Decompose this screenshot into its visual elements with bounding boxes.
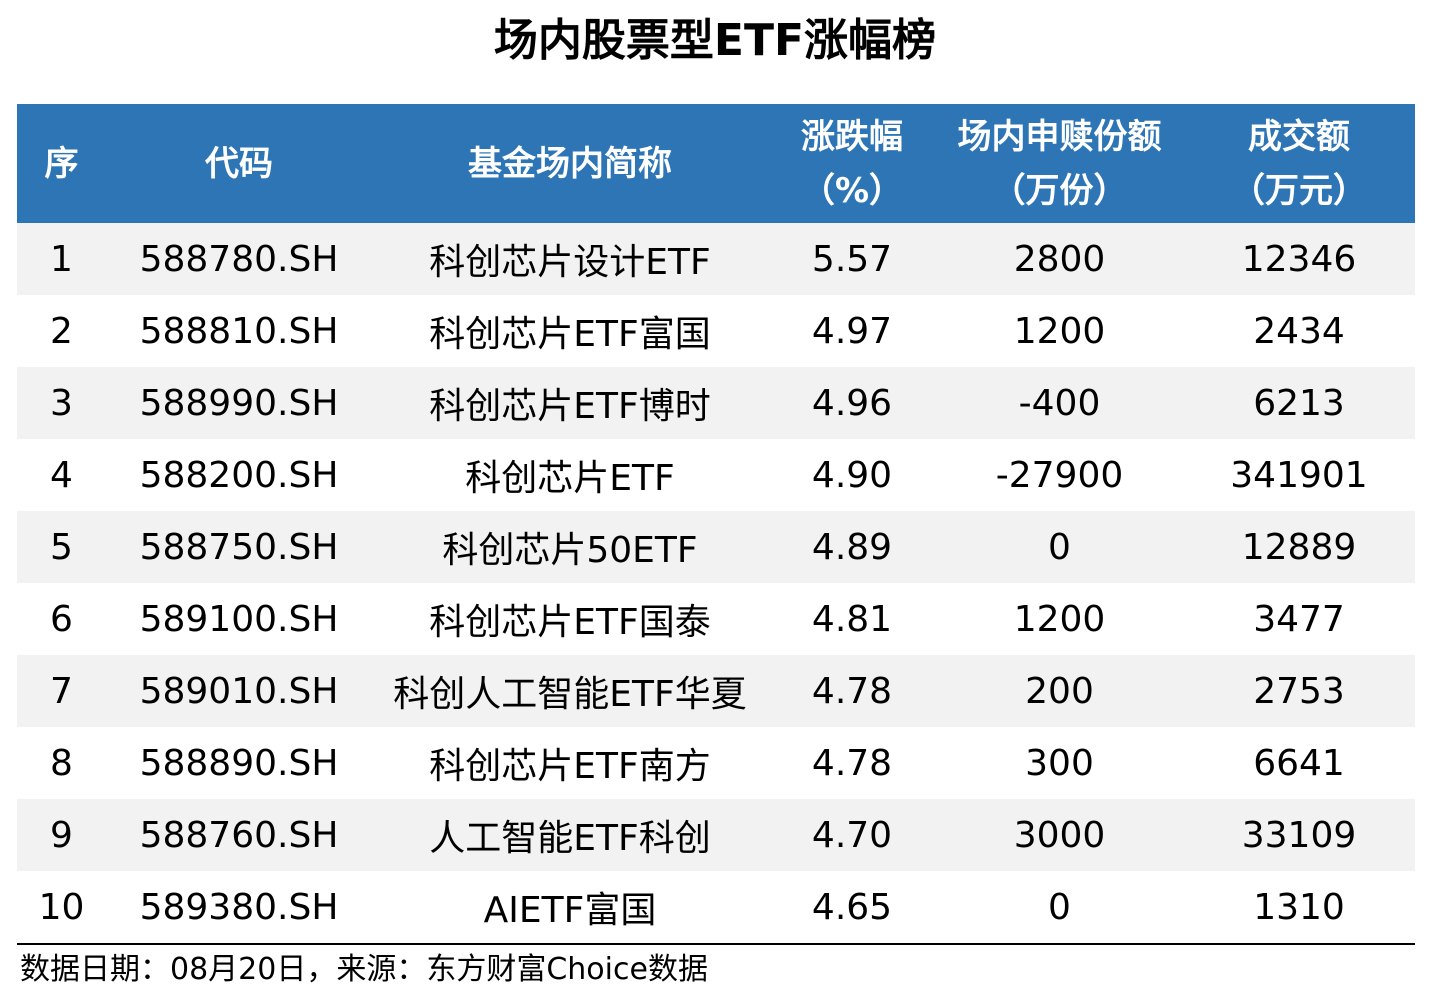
- cell-code: 588200.SH: [106, 439, 372, 511]
- cell-turnover: 12346: [1183, 223, 1415, 295]
- cell-turnover: 341901: [1183, 439, 1415, 511]
- cell-net-subscription: 2800: [936, 223, 1183, 295]
- cell-fund-name: AIETF富国: [372, 871, 768, 943]
- cell-turnover: 2753: [1183, 655, 1415, 727]
- cell-net-subscription: 300: [936, 727, 1183, 799]
- table-row: 3 588990.SH 科创芯片ETF博时 4.96 -400 6213: [17, 367, 1415, 439]
- cell-code: 589380.SH: [106, 871, 372, 943]
- table-body: 1 588780.SH 科创芯片设计ETF 5.57 2800 12346 2 588810.…: [17, 223, 1415, 943]
- cell-code: 588760.SH: [106, 799, 372, 871]
- cell-turnover: 3477: [1183, 583, 1415, 655]
- cell-fund-name: 科创芯片ETF: [372, 439, 768, 511]
- header-net-subscription: 场内申赎份额 （万份）: [936, 104, 1183, 223]
- cell-change-pct: 4.97: [768, 295, 936, 367]
- header-fund-name: 基金场内简称: [372, 104, 768, 223]
- cell-code: 589100.SH: [106, 583, 372, 655]
- table-row: 5 588750.SH 科创芯片50ETF 4.89 0 12889: [17, 511, 1415, 583]
- cell-fund-name: 科创芯片ETF国泰: [372, 583, 768, 655]
- cell-net-subscription: -27900: [936, 439, 1183, 511]
- cell-rank: 7: [17, 655, 106, 727]
- header-code: 代码: [106, 104, 372, 223]
- cell-net-subscription: 0: [936, 511, 1183, 583]
- cell-code: 589010.SH: [106, 655, 372, 727]
- cell-code: 588750.SH: [106, 511, 372, 583]
- cell-change-pct: 4.65: [768, 871, 936, 943]
- cell-rank: 8: [17, 727, 106, 799]
- cell-turnover: 6213: [1183, 367, 1415, 439]
- cell-turnover: 6641: [1183, 727, 1415, 799]
- cell-rank: 9: [17, 799, 106, 871]
- cell-rank: 2: [17, 295, 106, 367]
- footer-divider: [17, 943, 1415, 945]
- table-header-row: 序 代码 基金场内简称 涨跌幅 （%） 场内申赎份额 （万份） 成交额 （万元）: [17, 104, 1415, 223]
- page-title: 场内股票型ETF涨幅榜: [493, 15, 937, 66]
- cell-change-pct: 4.96: [768, 367, 936, 439]
- cell-rank: 5: [17, 511, 106, 583]
- cell-net-subscription: 1200: [936, 583, 1183, 655]
- cell-change-pct: 4.90: [768, 439, 936, 511]
- cell-fund-name: 人工智能ETF科创: [372, 799, 768, 871]
- table-row: 4 588200.SH 科创芯片ETF 4.90 -27900 341901: [17, 439, 1415, 511]
- source-note: 数据日期：08月20日，来源：东方财富Choice数据: [20, 952, 708, 987]
- header-change-pct: 涨跌幅 （%）: [768, 104, 936, 223]
- cell-rank: 6: [17, 583, 106, 655]
- cell-net-subscription: -400: [936, 367, 1183, 439]
- table-row: 10 589380.SH AIETF富国 4.65 0 1310: [17, 871, 1415, 943]
- cell-code: 588810.SH: [106, 295, 372, 367]
- cell-code: 588780.SH: [106, 223, 372, 295]
- cell-net-subscription: 3000: [936, 799, 1183, 871]
- table-row: 8 588890.SH 科创芯片ETF南方 4.78 300 6641: [17, 727, 1415, 799]
- cell-fund-name: 科创芯片50ETF: [372, 511, 768, 583]
- cell-net-subscription: 0: [936, 871, 1183, 943]
- table-row: 2 588810.SH 科创芯片ETF富国 4.97 1200 2434: [17, 295, 1415, 367]
- header-rank: 序: [17, 104, 106, 223]
- cell-rank: 10: [17, 871, 106, 943]
- cell-fund-name: 科创芯片ETF富国: [372, 295, 768, 367]
- table-row: 6 589100.SH 科创芯片ETF国泰 4.81 1200 3477: [17, 583, 1415, 655]
- cell-change-pct: 4.81: [768, 583, 936, 655]
- cell-net-subscription: 200: [936, 655, 1183, 727]
- cell-change-pct: 4.89: [768, 511, 936, 583]
- table-row: 9 588760.SH 人工智能ETF科创 4.70 3000 33109: [17, 799, 1415, 871]
- cell-turnover: 12889: [1183, 511, 1415, 583]
- cell-rank: 4: [17, 439, 106, 511]
- cell-fund-name: 科创人工智能ETF华夏: [372, 655, 768, 727]
- cell-turnover: 2434: [1183, 295, 1415, 367]
- cell-fund-name: 科创芯片ETF南方: [372, 727, 768, 799]
- cell-rank: 3: [17, 367, 106, 439]
- cell-fund-name: 科创芯片ETF博时: [372, 367, 768, 439]
- cell-net-subscription: 1200: [936, 295, 1183, 367]
- cell-change-pct: 5.57: [768, 223, 936, 295]
- cell-change-pct: 4.70: [768, 799, 936, 871]
- cell-change-pct: 4.78: [768, 655, 936, 727]
- cell-code: 588990.SH: [106, 367, 372, 439]
- cell-change-pct: 4.78: [768, 727, 936, 799]
- header-turnover: 成交额 （万元）: [1183, 104, 1415, 223]
- cell-fund-name: 科创芯片设计ETF: [372, 223, 768, 295]
- cell-rank: 1: [17, 223, 106, 295]
- cell-turnover: 33109: [1183, 799, 1415, 871]
- cell-code: 588890.SH: [106, 727, 372, 799]
- cell-turnover: 1310: [1183, 871, 1415, 943]
- table-row: 1 588780.SH 科创芯片设计ETF 5.57 2800 12346: [17, 223, 1415, 295]
- table-row: 7 589010.SH 科创人工智能ETF华夏 4.78 200 2753: [17, 655, 1415, 727]
